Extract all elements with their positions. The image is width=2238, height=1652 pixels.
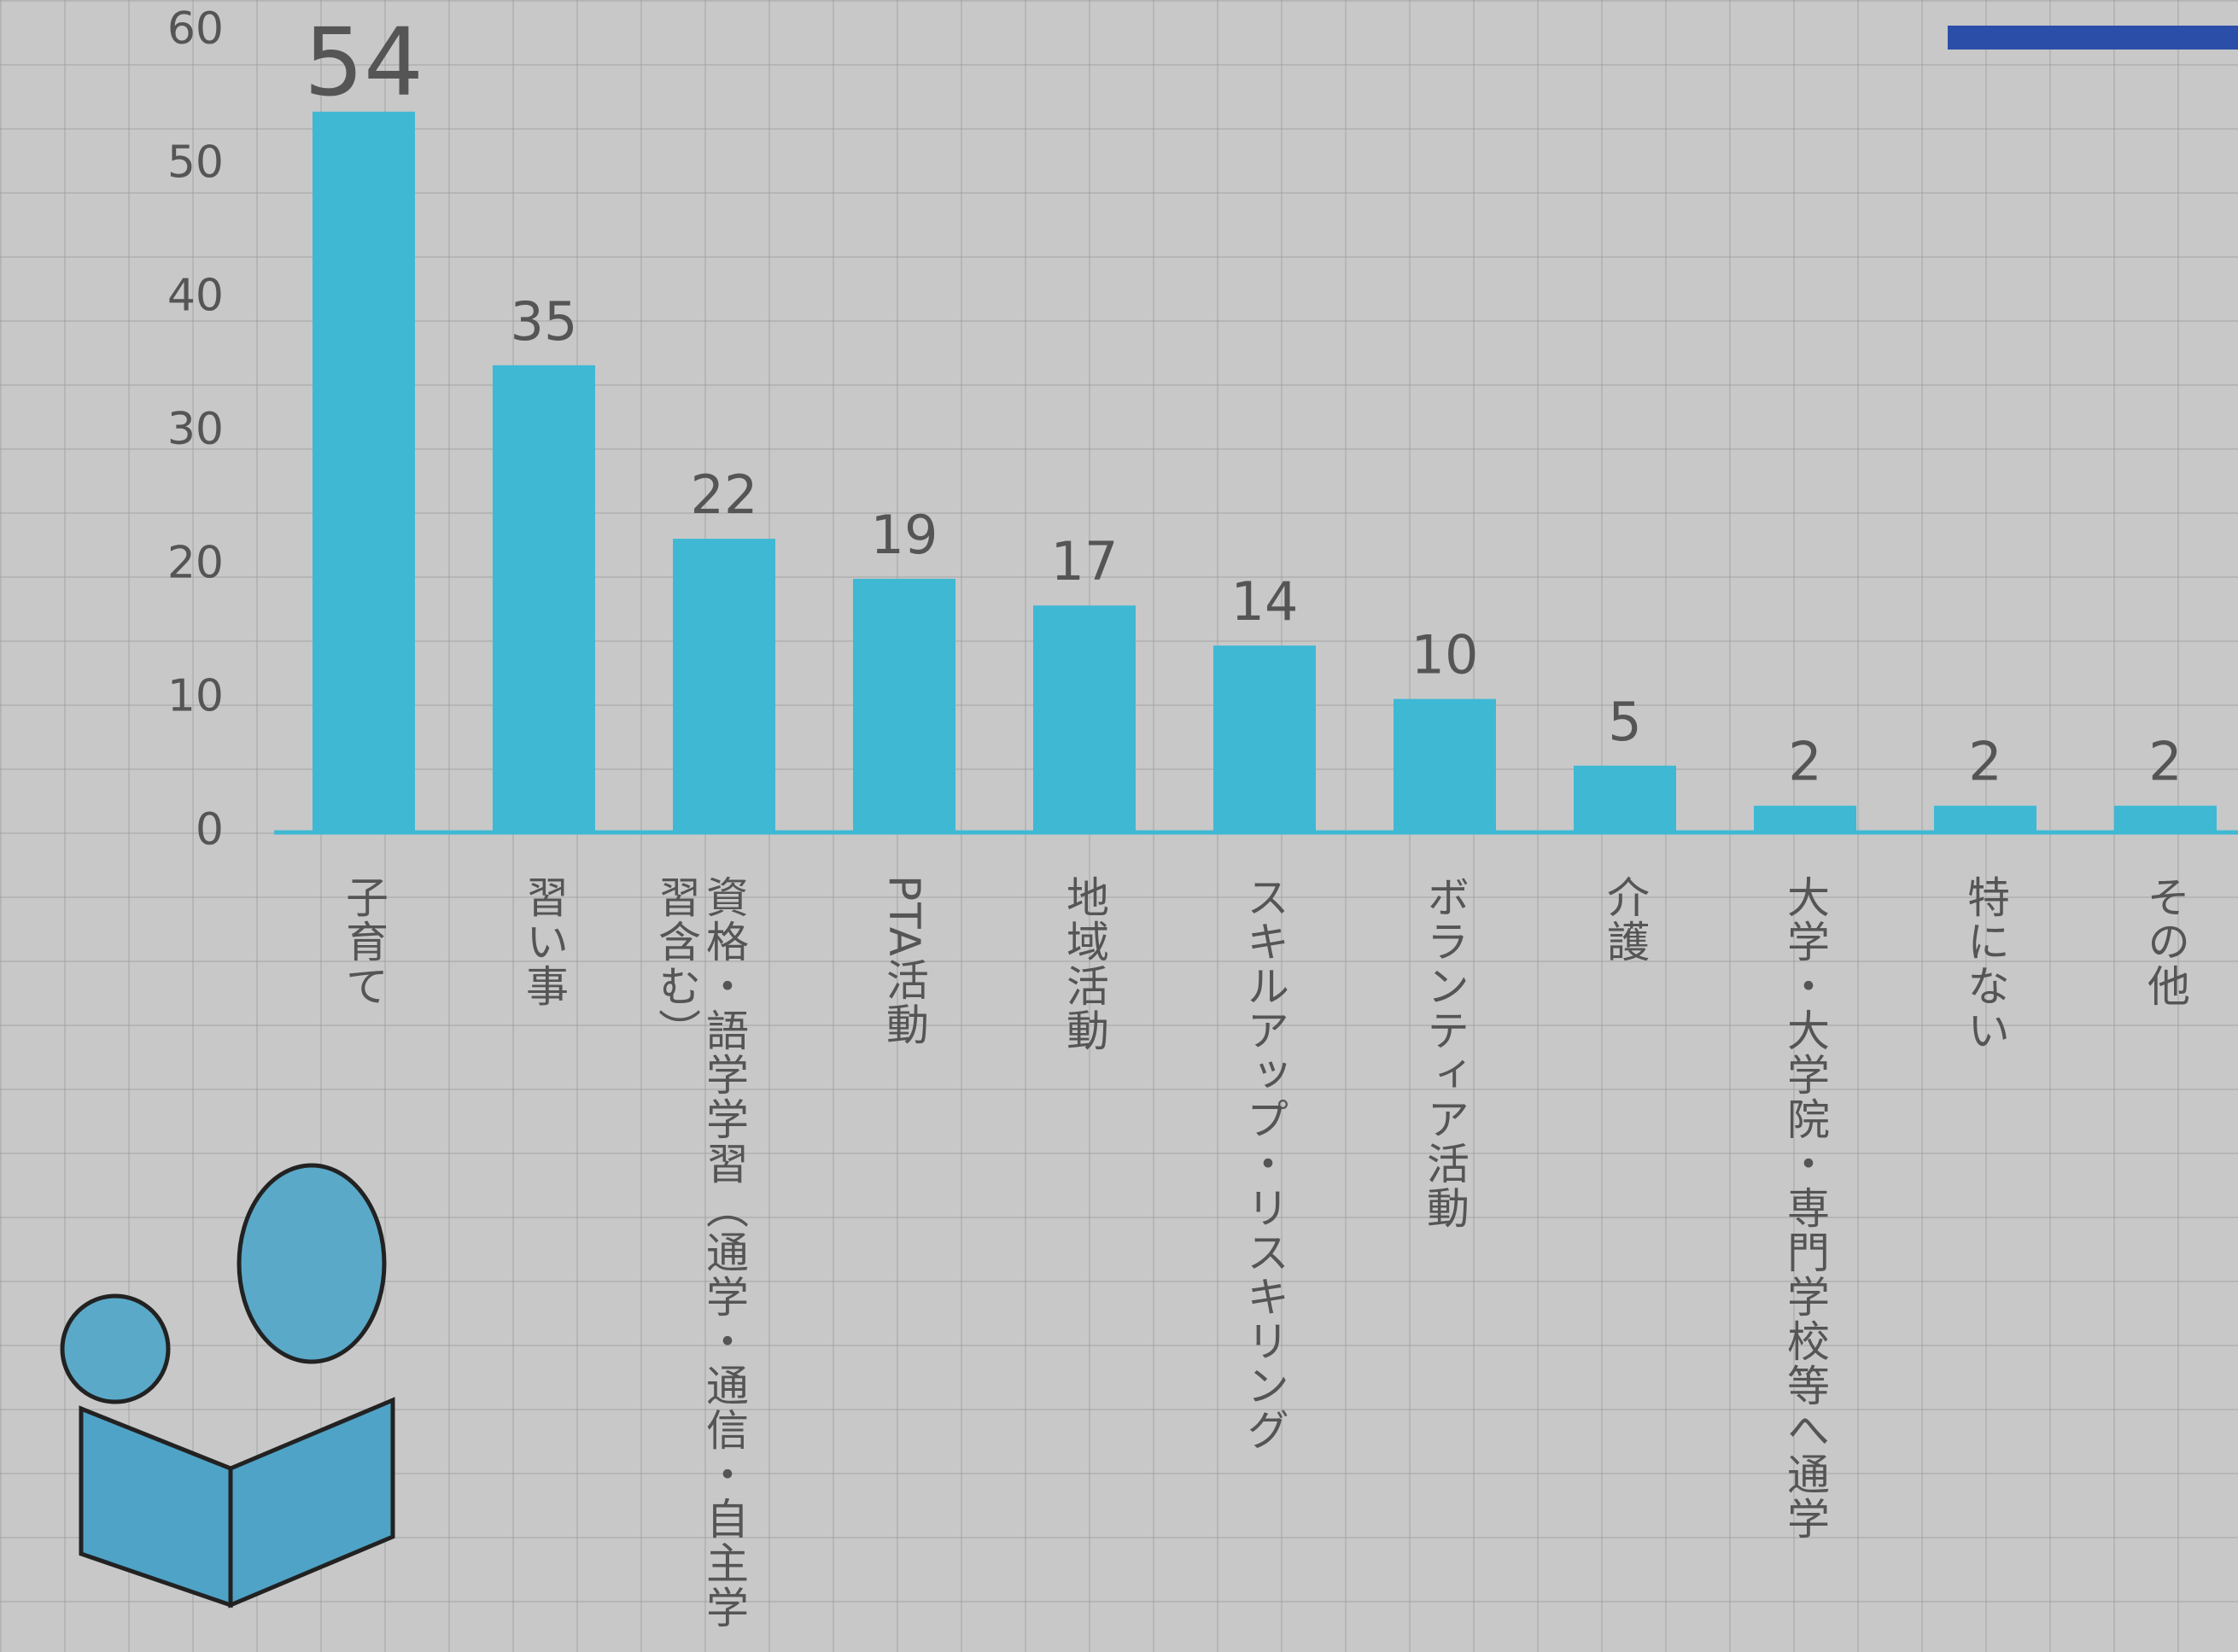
y-tick-label: 60 [167,3,224,55]
bar [313,112,415,832]
y-tick-label: 20 [167,537,224,588]
bar [673,539,775,832]
bar [1754,806,1856,832]
value-label: 19 [871,504,938,566]
x-tick-label: PTA活動 [880,875,928,1652]
logo [1948,26,2238,50]
page: {"chart_data": {"type": "bar", "categori… [0,0,2238,1649]
bar [493,365,595,832]
y-tick-label: 40 [167,271,224,322]
value-label: 35 [511,290,578,353]
value-label: 14 [1231,570,1299,633]
x-tick-label: 習い事 [520,875,568,1652]
y-tick-label: 0 [196,804,224,855]
value-label: 2 [2148,731,2182,793]
bar [1934,806,2036,832]
value-label: 22 [691,464,758,526]
x-tick-label: スキルアップ・リスキリング [1241,875,1288,1652]
x-tick-label: 特にない [1961,875,2009,1652]
bar [1033,605,1136,832]
y-tick-label: 50 [167,137,224,188]
x-tick-label: ボランティア活動 [1421,875,1469,1652]
bar [853,579,955,832]
x-tick-label: 介護 [1601,875,1649,1652]
bar [1394,699,1496,832]
x-tick-label: その他 [2142,875,2189,1652]
bar [2114,806,2217,832]
value-label: 2 [1968,731,2001,793]
value-label: 17 [1051,530,1119,593]
x-tick-label: 資格・語学学習（通学・通信・自主学習含む） [652,875,748,1652]
bar [1213,645,1316,832]
x-tick-label: 子育て [340,875,388,1652]
value-label: 5 [1608,691,1641,753]
chart: 0102030405060543522191714105222 [0,0,2238,1649]
value-label: 2 [1788,731,1821,793]
value-label: 10 [1411,624,1479,686]
y-tick-label: 30 [167,404,224,455]
y-tick-label: 10 [167,671,224,722]
x-tick-label: 大学・大学院・専門学校等へ通学 [1781,875,1829,1652]
value-label: 54 [304,8,424,117]
x-tick-label: 地域活動 [1061,875,1108,1652]
bar [1574,766,1676,832]
